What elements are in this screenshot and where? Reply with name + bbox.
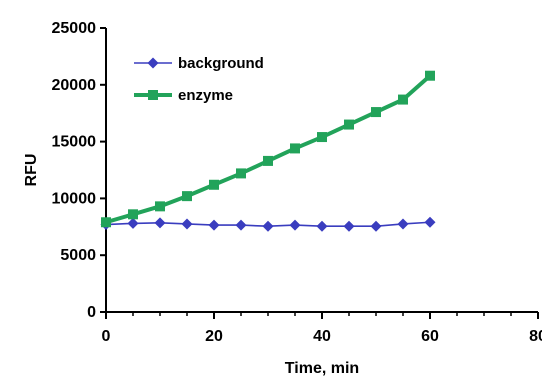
data-point-background bbox=[343, 220, 355, 232]
x-tick-label: 20 bbox=[205, 328, 223, 345]
y-tick-label: 10000 bbox=[52, 190, 97, 207]
data-point-enzyme bbox=[101, 217, 111, 228]
data-point-background bbox=[127, 217, 139, 229]
data-point-enzyme bbox=[317, 132, 327, 143]
y-axis-title: RFU bbox=[23, 154, 40, 187]
x-tick-label: 40 bbox=[313, 328, 331, 345]
data-point-enzyme bbox=[344, 119, 354, 130]
data-point-background bbox=[235, 219, 247, 231]
series-background bbox=[100, 216, 436, 232]
data-point-background bbox=[208, 219, 220, 231]
data-point-background bbox=[424, 216, 436, 228]
legend: background enzyme bbox=[134, 55, 264, 104]
legend-swatch-marker-background bbox=[147, 57, 159, 69]
axes bbox=[105, 28, 538, 313]
series-layer bbox=[100, 70, 436, 232]
y-tick-label: 0 bbox=[87, 304, 96, 321]
y-tick-label: 5000 bbox=[60, 247, 96, 264]
data-point-enzyme bbox=[371, 107, 381, 118]
data-point-enzyme bbox=[182, 191, 192, 202]
x-tick-label: 60 bbox=[421, 328, 439, 345]
data-point-background bbox=[316, 220, 328, 232]
data-point-enzyme bbox=[290, 143, 300, 154]
data-point-background bbox=[262, 220, 274, 232]
data-point-enzyme bbox=[155, 201, 165, 212]
data-point-enzyme bbox=[425, 70, 435, 81]
x-axis-title: Time, min bbox=[285, 360, 359, 377]
legend-label-background: background bbox=[178, 55, 264, 72]
data-point-enzyme bbox=[128, 209, 138, 220]
x-tick-label: 0 bbox=[102, 328, 111, 345]
legend-swatch-marker-enzyme bbox=[148, 90, 158, 100]
data-point-background bbox=[154, 217, 166, 229]
legend-label-enzyme: enzyme bbox=[178, 87, 233, 104]
series-enzyme bbox=[101, 70, 435, 228]
data-point-background bbox=[370, 220, 382, 232]
y-tick-label: 15000 bbox=[52, 134, 97, 151]
x-tick-label: 80 bbox=[529, 328, 542, 345]
data-point-enzyme bbox=[263, 155, 273, 166]
data-point-enzyme bbox=[209, 179, 219, 190]
data-point-enzyme bbox=[398, 94, 408, 105]
data-point-enzyme bbox=[236, 168, 246, 179]
y-tick-label: 20000 bbox=[52, 77, 97, 94]
ticks: 0 5000 10000 15000 20000 25000 0 20 40 60 80 bbox=[52, 20, 542, 345]
data-point-background bbox=[181, 218, 193, 230]
y-tick-label: 25000 bbox=[52, 20, 97, 37]
data-point-background bbox=[397, 218, 409, 230]
data-point-background bbox=[289, 219, 301, 231]
